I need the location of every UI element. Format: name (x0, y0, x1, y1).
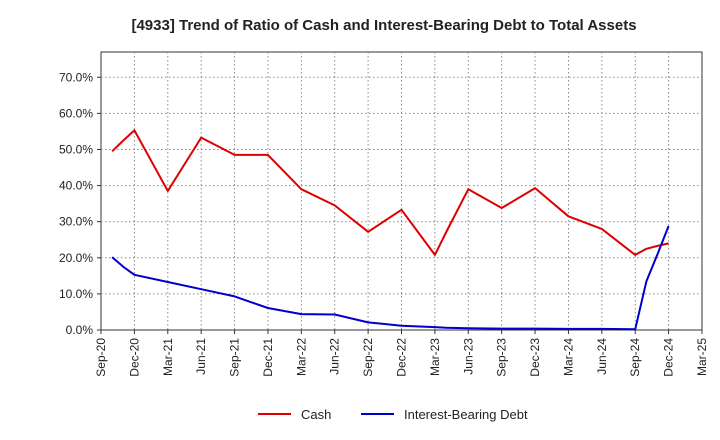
series-line-cash (111, 129, 669, 256)
x-tick-label: Dec-20 (127, 338, 141, 377)
x-tick-label: Dec-24 (662, 338, 676, 377)
series-line-interest-bearing-debt (111, 225, 670, 331)
x-tick-label: Mar-23 (428, 338, 442, 376)
x-axis-ticks: Sep-20 Dec-20 Mar-21 Jun-21 Sep-21 Dec-21 Mar-… (94, 330, 709, 377)
x-tick-label: Dec-23 (528, 338, 542, 377)
y-tick-label: 0.0% (66, 323, 94, 337)
x-tick-label: Sep-23 (495, 338, 509, 377)
x-tick-label: Jun-24 (595, 338, 609, 375)
legend-label-interest-bearing-debt: Interest-Bearing Debt (404, 407, 528, 422)
x-tick-label: Jun-21 (194, 338, 208, 375)
series-layer (111, 129, 670, 331)
x-tick-label: Jun-22 (328, 338, 342, 375)
x-tick-label: Sep-20 (94, 338, 108, 377)
y-axis-ticks: 0.0% 10.0% 20.0% 30.0% 40.0% 50.0% 60.0% 70.0% (59, 70, 101, 337)
y-tick-label: 70.0% (59, 70, 93, 84)
y-tick-label: 60.0% (59, 106, 93, 120)
x-tick-label: Mar-24 (561, 338, 575, 376)
chart-title: [4933] Trend of Ratio of Cash and Intere… (131, 17, 636, 34)
plot-area (100, 51, 703, 331)
x-tick-label: Sep-24 (628, 338, 642, 377)
y-tick-label: 10.0% (59, 287, 93, 301)
y-tick-label: 20.0% (59, 251, 93, 265)
legend-label-cash: Cash (301, 407, 331, 422)
x-tick-label: Mar-22 (294, 338, 308, 376)
x-tick-label: Mar-21 (161, 338, 175, 376)
y-tick-label: 40.0% (59, 179, 93, 193)
x-tick-label: Dec-22 (395, 338, 409, 377)
x-tick-label: Sep-22 (361, 338, 375, 377)
grid (101, 52, 702, 330)
y-tick-label: 50.0% (59, 142, 93, 156)
x-tick-label: Sep-21 (228, 338, 242, 377)
x-tick-label: Mar-25 (695, 338, 709, 376)
y-tick-label: 30.0% (59, 215, 93, 229)
x-tick-label: Jun-23 (461, 338, 475, 375)
x-tick-label: Dec-21 (261, 338, 275, 377)
legend: Cash Interest-Bearing Debt (258, 407, 528, 422)
